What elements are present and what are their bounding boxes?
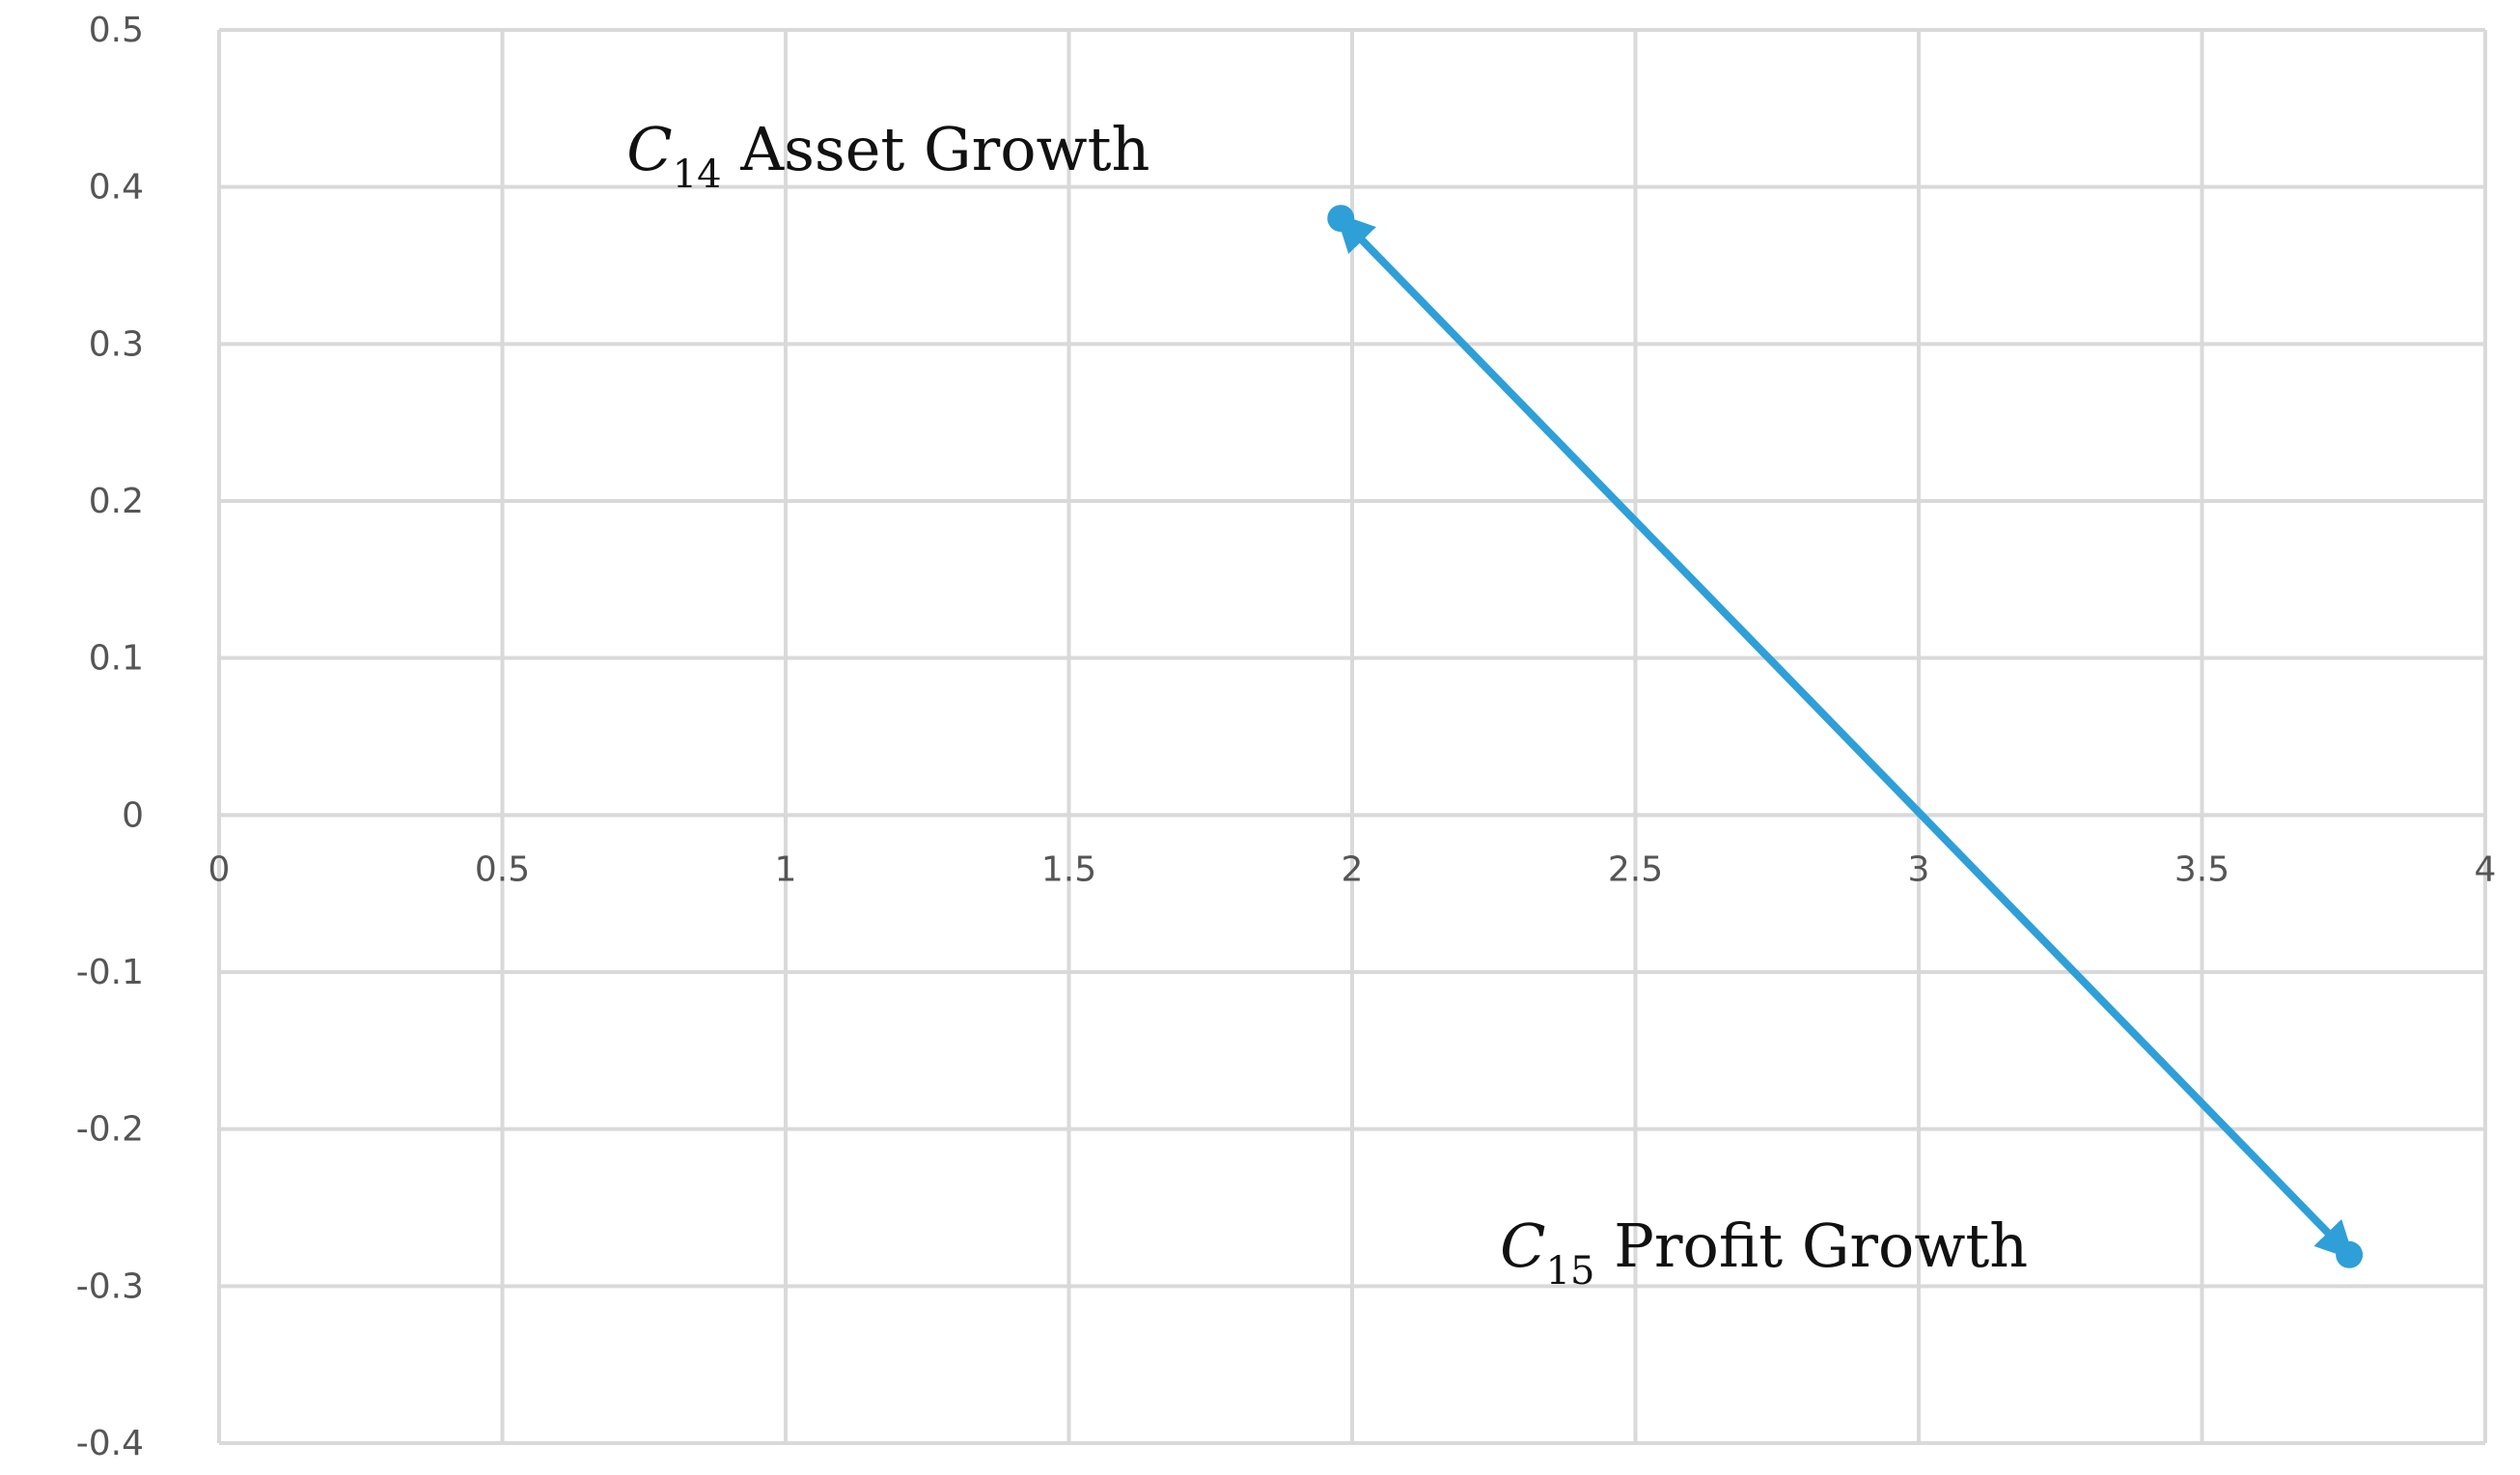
y-tick-label-1: 0.4 [89,168,144,208]
y-tick-label-3: 0.2 [89,482,144,521]
data-point-1 [2336,1240,2364,1268]
y-tick-label-9: -0.4 [76,1424,144,1463]
point-label-text: Asset Growth [722,114,1150,184]
point-label-symbol: C [1500,1211,1545,1281]
point-label-subscript: 15 [1546,1249,1595,1294]
y-tick-label-0: 0.5 [89,11,144,50]
x-tick-label-5: 2.5 [1608,849,1663,889]
y-tick-label-5: 0 [122,795,144,835]
series-0-connector [1335,212,2355,1261]
x-tick-label-1: 0.5 [475,849,530,889]
y-tick-label-6: -0.1 [76,953,144,992]
point-label-0: C14 Asset Growth [626,114,1149,197]
x-tick-label-4: 2 [1342,849,1364,889]
y-tick-label-4: 0.1 [89,639,144,679]
point-label-1: C15 Profit Growth [1500,1211,2028,1294]
point-label-symbol: C [626,114,672,184]
x-tick-label-8: 4 [2475,849,2497,889]
point-label-text: Profit Growth [1594,1211,2028,1281]
x-tick-label-0: 0 [208,849,231,889]
x-tick-label-3: 1.5 [1041,849,1096,889]
grid [217,28,2487,1445]
y-tick-label-2: 0.3 [89,324,144,364]
x-tick-label-6: 3 [1908,849,1930,889]
point-label-subscript: 14 [673,153,722,197]
x-tick-label-2: 1 [775,849,797,889]
series [1327,205,2364,1268]
tick-labels: 0.5 0.4 0.3 0.2 0.1 0 -0.1 -0.2 -0.3 -0.4 0 0.5 1 1.5… [76,11,2497,1463]
data-point-0 [1327,205,1355,233]
y-tick-label-8: -0.3 [76,1266,144,1306]
y-tick-label-7: -0.2 [76,1110,144,1150]
x-tick-label-7: 3.5 [2174,849,2229,889]
